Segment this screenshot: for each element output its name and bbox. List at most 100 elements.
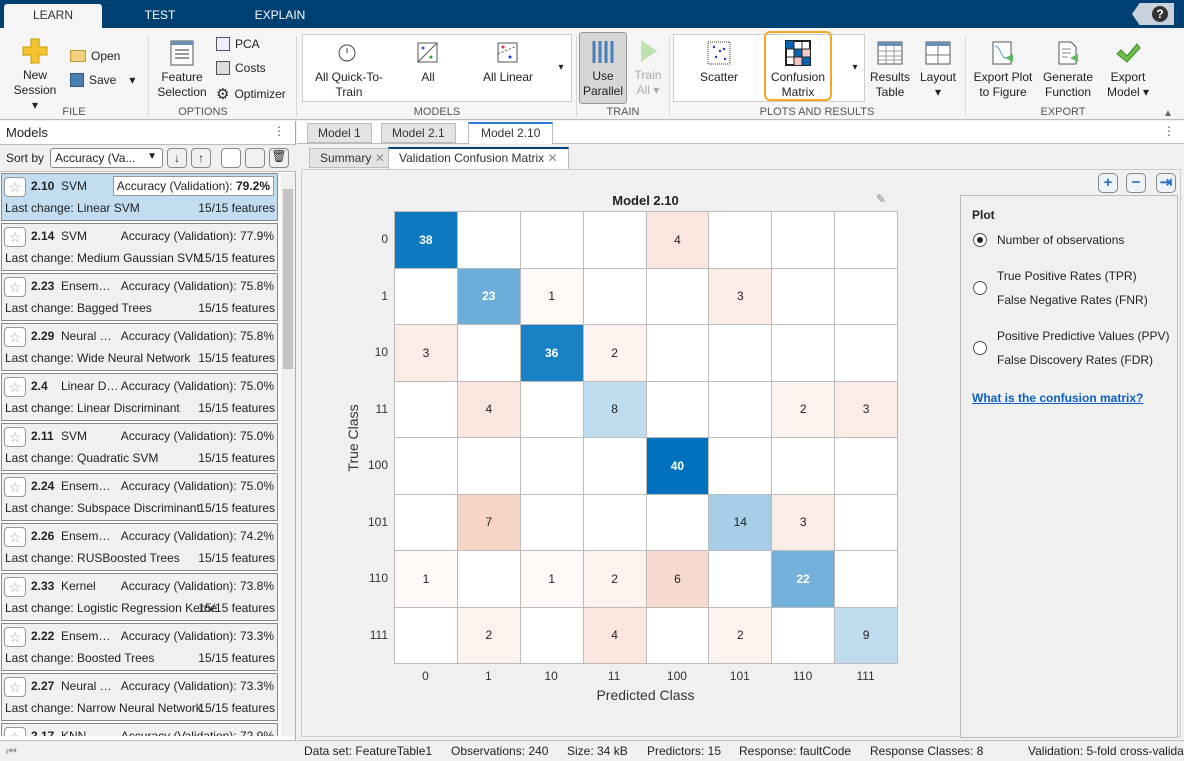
cell-value: 3 — [862, 402, 870, 417]
radio-number-of-observations[interactable] — [973, 233, 987, 247]
model-list-item[interactable]: ☆ 2.4 Linear D… Accuracy (Validation): 7… — [1, 373, 278, 421]
scrollbar[interactable] — [281, 173, 295, 736]
star-icon[interactable]: ☆ — [4, 477, 26, 497]
star-icon[interactable]: ☆ — [4, 227, 26, 247]
export-model-button[interactable]: Export Model ▾ — [1100, 40, 1156, 100]
matrix-cell — [582, 267, 647, 325]
summary-table-button[interactable] — [221, 148, 241, 168]
sort-ascending-button[interactable]: ↑ — [191, 148, 211, 168]
open-button[interactable]: Open — [70, 49, 120, 63]
cell-value: 2 — [611, 571, 618, 586]
duplicate-button[interactable] — [245, 148, 265, 168]
label: Optimizer — [234, 87, 286, 101]
model-list-item[interactable]: ☆ 2.27 Neural … Accuracy (Validation): 7… — [1, 673, 278, 721]
costs-button[interactable]: Costs — [216, 61, 266, 75]
results-table-button[interactable]: Results Table — [868, 40, 912, 100]
tab-summary[interactable]: Summary ✕ — [309, 148, 396, 168]
model-list-item[interactable]: ☆ 2.14 SVM Accuracy (Validation): 77.9% … — [1, 223, 278, 271]
all-quick-to-train-button[interactable]: All Quick-To- Train — [306, 40, 392, 100]
star-icon[interactable]: ☆ — [4, 627, 26, 647]
sort-descending-button[interactable]: ↓ — [167, 148, 187, 168]
trash-icon[interactable]: 🗑 — [269, 148, 289, 168]
star-icon[interactable]: ☆ — [4, 377, 26, 397]
collapse-ribbon-button[interactable]: ▲ — [1163, 108, 1173, 119]
pca-button[interactable]: PCA — [216, 37, 260, 51]
model-list-item[interactable]: ☆ 2.33 Kernel Accuracy (Validation): 73.… — [1, 573, 278, 621]
star-icon[interactable]: ☆ — [4, 677, 26, 697]
star-icon[interactable]: ☆ — [4, 577, 26, 597]
collapse-left-button[interactable]: ⏮ — [0, 740, 296, 761]
star-icon[interactable]: ☆ — [4, 427, 26, 447]
model-list-item[interactable]: ☆ 2.10 SVM Accuracy (Validation): 79.2% … — [1, 173, 278, 221]
y-tick-label: 110 — [368, 571, 388, 586]
star-icon[interactable]: ☆ — [4, 727, 26, 736]
tab-test[interactable]: TEST — [144, 8, 176, 22]
feature-count: 15/15 features — [198, 251, 275, 265]
tab-model-1[interactable]: Model 1 — [307, 123, 372, 143]
model-id: 2.17 — [31, 729, 55, 736]
model-accuracy: Accuracy (Validation): 72.9% — [121, 729, 274, 736]
document-menu-icon[interactable]: ⋮ — [1163, 124, 1175, 138]
all-models-button[interactable]: All — [400, 40, 456, 85]
matrix-cell — [834, 437, 898, 495]
export-plot-button[interactable]: Export Plot to Figure — [970, 40, 1036, 100]
cell-value: 23 — [482, 289, 496, 304]
train-all-button[interactable]: Train All ▾ — [630, 38, 666, 98]
star-icon[interactable]: ☆ — [4, 177, 26, 197]
feature-count: 15/15 features — [198, 351, 275, 365]
label: Costs — [235, 61, 266, 75]
panel-menu-icon[interactable]: ⋮ — [273, 124, 285, 138]
star-icon[interactable]: ☆ — [4, 277, 26, 297]
model-list-item[interactable]: ☆ 2.22 Ensem… Accuracy (Validation): 73.… — [1, 623, 278, 671]
tab-validation-confusion-matrix[interactable]: Validation Confusion Matrix ✕ — [388, 147, 569, 170]
confusion-matrix-button[interactable]: Confusion Matrix — [766, 40, 830, 100]
matrix-cell: 36 — [519, 324, 584, 382]
radio-tpr-fnr[interactable] — [973, 281, 987, 295]
optimizer-button[interactable]: ⚙ Optimizer — [216, 85, 286, 103]
all-linear-button[interactable]: All Linear — [478, 40, 538, 85]
model-list-item[interactable]: ☆ 2.24 Ensem… Accuracy (Validation): 75.… — [1, 473, 278, 521]
model-list-item[interactable]: ☆ 2.23 Ensem… Accuracy (Validation): 75.… — [1, 273, 278, 321]
close-icon[interactable]: ✕ — [374, 151, 385, 165]
layout-button[interactable]: Layout ▾ — [916, 40, 960, 100]
tab-learn[interactable]: LEARN — [4, 4, 102, 28]
zoom-in-button[interactable]: + — [1098, 173, 1118, 193]
model-list-item[interactable]: ☆ 2.11 SVM Accuracy (Validation): 75.0% … — [1, 423, 278, 471]
radio-ppv-fdr[interactable] — [973, 341, 987, 355]
star-icon[interactable]: ☆ — [4, 527, 26, 547]
model-id: 2.14 — [31, 229, 55, 243]
use-parallel-button[interactable]: Use Parallel — [579, 32, 627, 104]
models-gallery-expand-button[interactable]: ▾ — [558, 62, 564, 73]
scatter-button[interactable]: Scatter — [692, 40, 746, 85]
model-list-item[interactable]: ☆ 2.29 Neural … Accuracy (Validation): 7… — [1, 323, 278, 371]
model-list-item[interactable]: ☆ 2.26 Ensem… Accuracy (Validation): 74.… — [1, 523, 278, 571]
hide-panel-button[interactable]: ⇥ — [1156, 173, 1176, 193]
help-icon: ? — [1152, 6, 1168, 22]
star-icon[interactable]: ☆ — [4, 327, 26, 347]
edit-plot-icon[interactable]: ✎ — [876, 192, 887, 206]
group-label: FILE — [62, 106, 86, 118]
zoom-out-button[interactable]: − — [1126, 173, 1146, 193]
help-button[interactable]: ? — [1132, 3, 1174, 25]
plot-options-panel: Plot Number of observations True Positiv… — [960, 195, 1178, 738]
matrix-cell — [771, 606, 836, 664]
plots-gallery-expand-button[interactable]: ▾ — [852, 62, 858, 73]
matrix-cell — [394, 437, 458, 495]
table-icon — [877, 41, 903, 65]
matrix-cell — [645, 380, 710, 438]
accuracy-label: Accuracy (Validation): — [120, 229, 237, 243]
generate-function-button[interactable]: Generate Function — [1040, 40, 1096, 100]
cell-value: 2 — [736, 628, 744, 643]
sort-dropdown[interactable]: Accuracy (Va... ▼ — [50, 148, 163, 168]
tab-explain[interactable]: EXPLAIN — [254, 8, 306, 22]
label: Save — [89, 73, 117, 87]
feature-selection-button[interactable]: Feature Selection — [155, 40, 209, 100]
model-list-item[interactable]: ☆ 2.17 KNN Accuracy (Validation): 72.9% — [1, 723, 278, 736]
close-icon[interactable]: ✕ — [547, 151, 558, 165]
help-link[interactable]: What is the confusion matrix? — [972, 391, 1144, 405]
save-button[interactable]: Save ▾ — [70, 73, 135, 87]
matrix-cell — [834, 493, 898, 551]
tab-model-2-10[interactable]: Model 2.10 — [468, 122, 554, 144]
tab-model-2-1[interactable]: Model 2.1 — [381, 123, 456, 143]
new-session-button[interactable]: New Session ▾ — [10, 38, 60, 113]
